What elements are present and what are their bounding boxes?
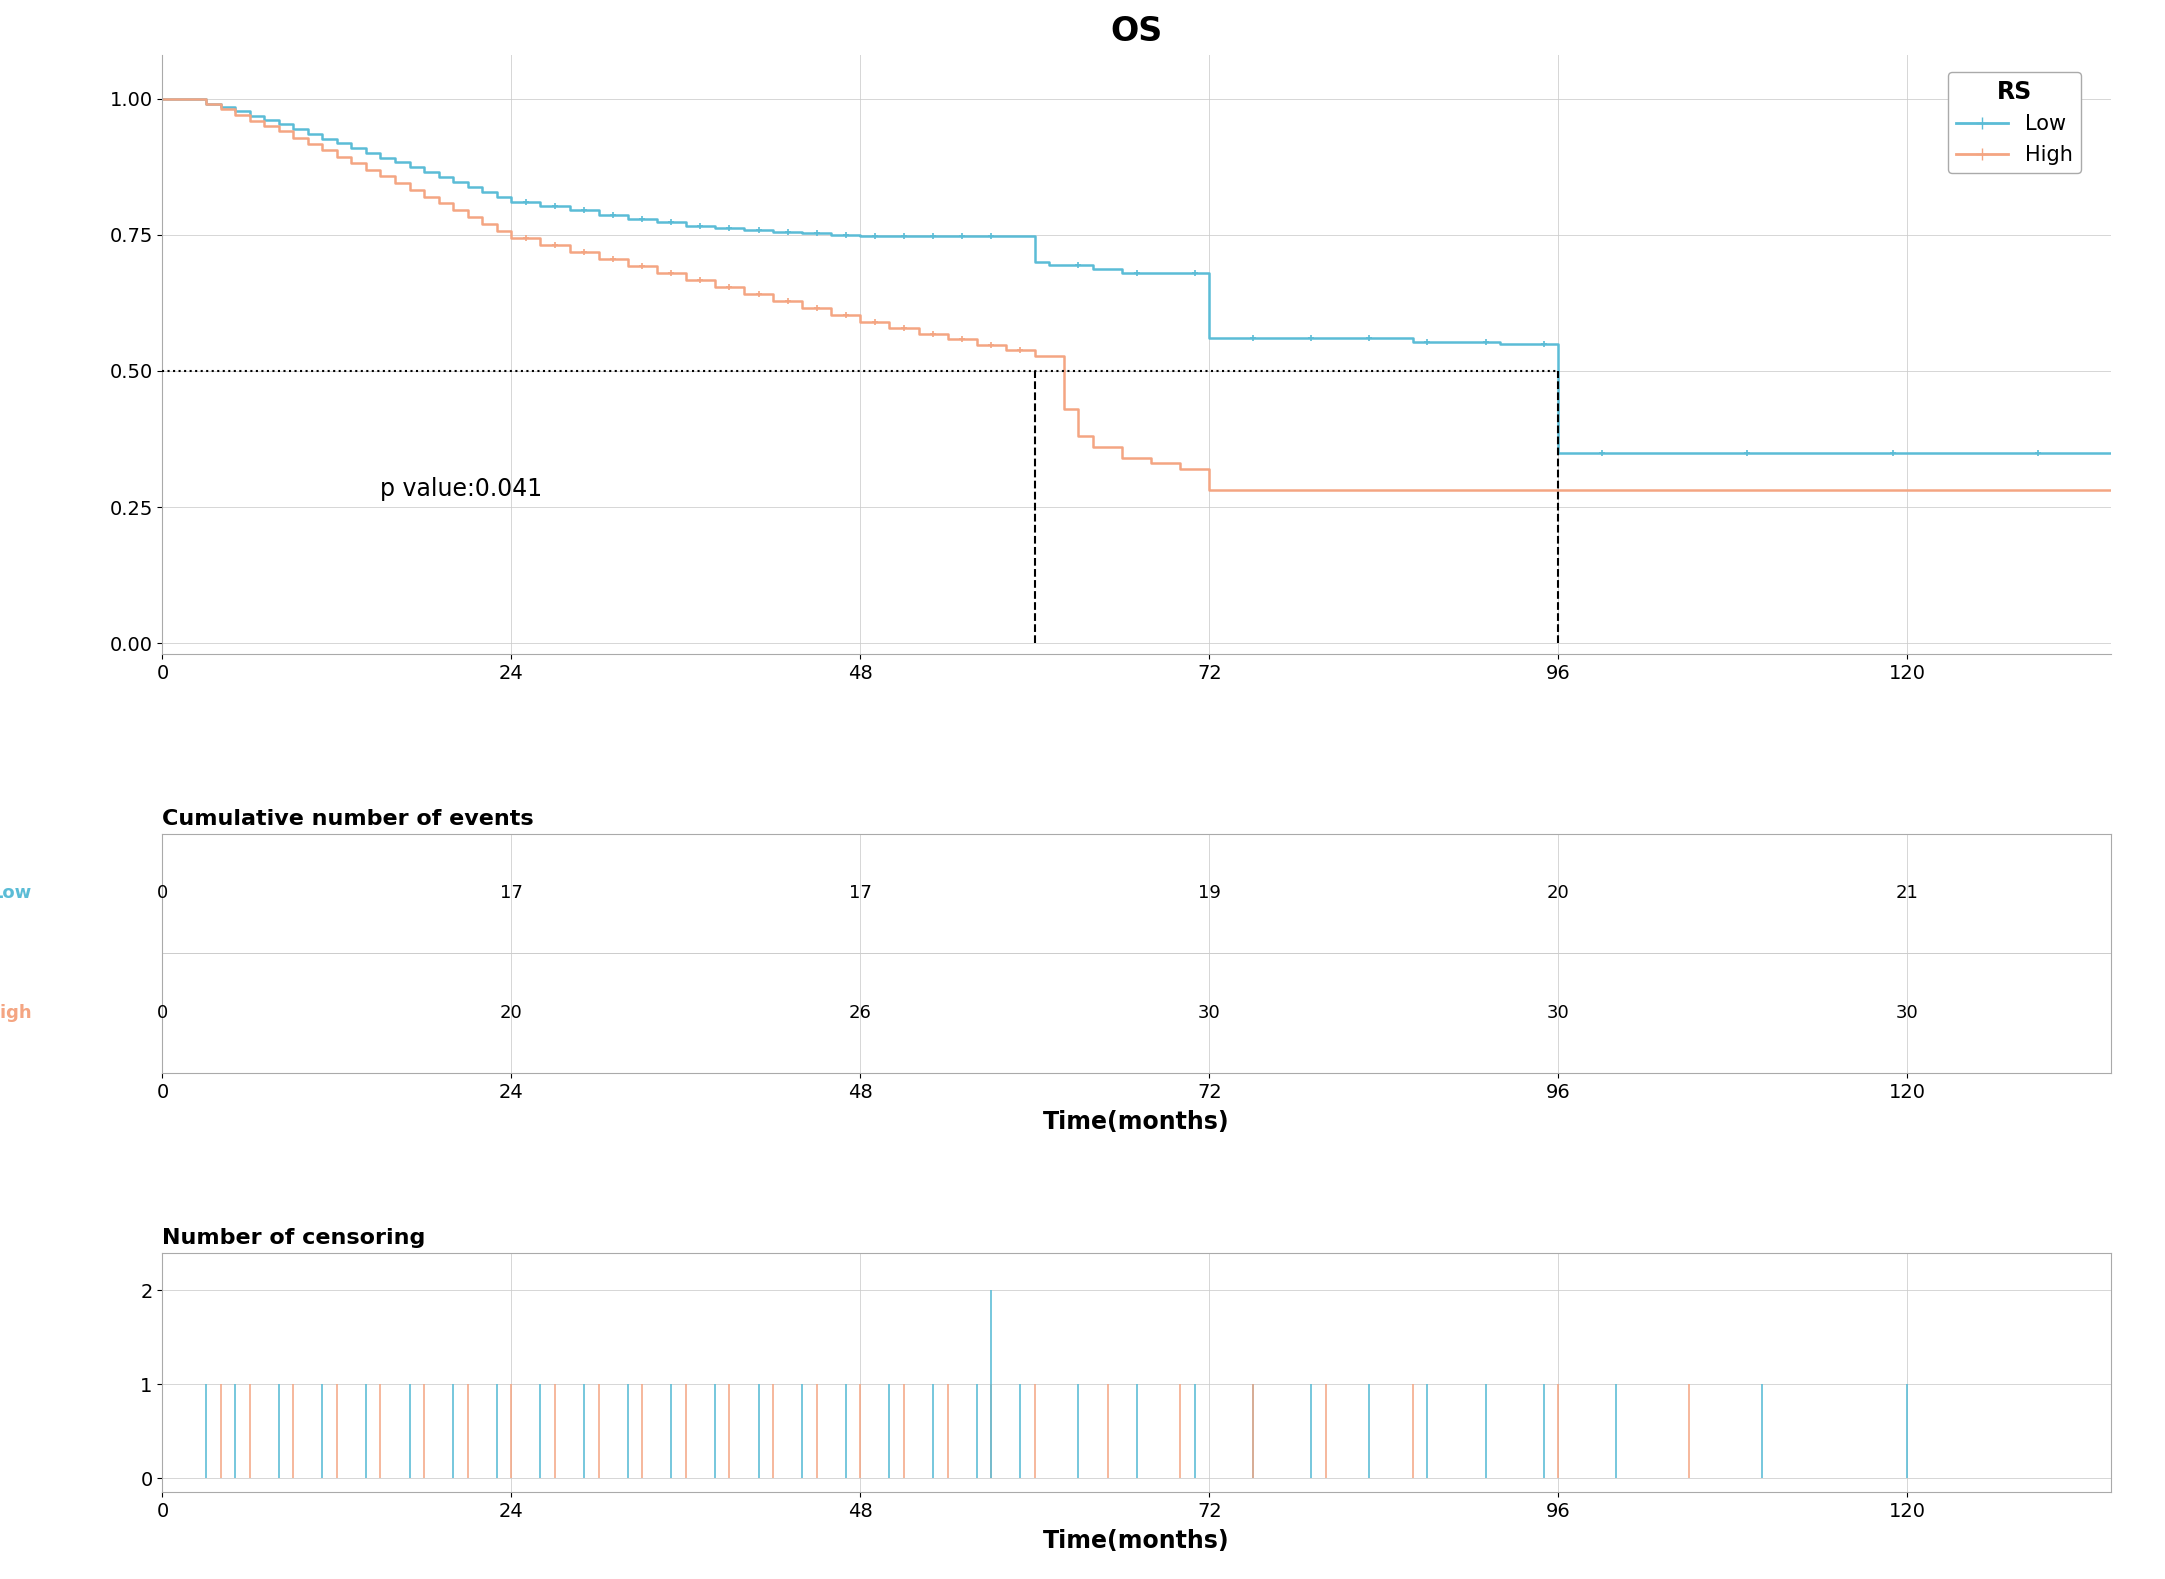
Text: 30: 30	[1197, 1004, 1221, 1022]
Text: 21: 21	[1897, 884, 1918, 903]
Legend: Low, High: Low, High	[1948, 71, 2081, 174]
Text: High: High	[0, 1004, 32, 1022]
X-axis label: Time(months): Time(months)	[1044, 1110, 1230, 1134]
Text: Cumulative number of events: Cumulative number of events	[162, 810, 535, 829]
Text: Number of censoring: Number of censoring	[162, 1228, 427, 1249]
Text: 20: 20	[500, 1004, 522, 1022]
Text: p value:0.041: p value:0.041	[381, 477, 543, 501]
Text: 26: 26	[849, 1004, 872, 1022]
Text: 20: 20	[1548, 884, 1570, 903]
Text: Low: Low	[0, 884, 32, 903]
Text: 30: 30	[1897, 1004, 1918, 1022]
Text: 19: 19	[1197, 884, 1221, 903]
Title: OS: OS	[1111, 16, 1163, 49]
Text: 0: 0	[156, 1004, 169, 1022]
Text: 30: 30	[1548, 1004, 1570, 1022]
Text: 17: 17	[500, 884, 522, 903]
Text: 0: 0	[156, 884, 169, 903]
X-axis label: Time(months): Time(months)	[1044, 1528, 1230, 1554]
Text: 17: 17	[849, 884, 872, 903]
